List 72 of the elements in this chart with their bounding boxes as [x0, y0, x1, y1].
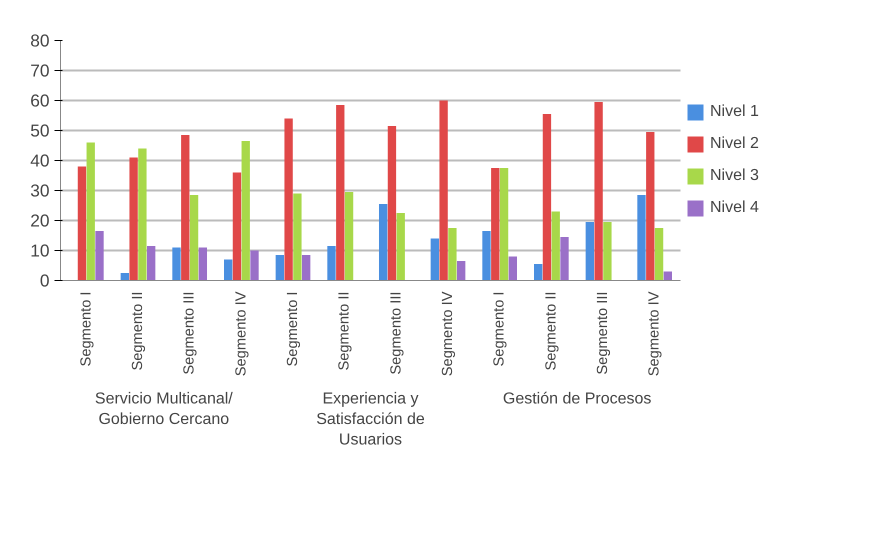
bar [396, 213, 405, 280]
x-tick-label: Segmento IV [646, 291, 663, 376]
x-tick-label: Segmento I [78, 291, 94, 366]
bar [95, 231, 104, 280]
legend-label: Nivel 3 [710, 167, 759, 185]
bar [344, 192, 354, 280]
bar [224, 260, 232, 280]
bar [198, 248, 208, 280]
x-tick-label: Segmento IV [440, 291, 456, 376]
bar [190, 195, 198, 280]
y-tick-label: 0 [40, 270, 50, 290]
y-tick-label: 70 [30, 60, 50, 80]
bar [552, 212, 560, 280]
y-tick-label: 10 [30, 240, 50, 260]
bar [603, 222, 612, 280]
x-tick-label: Segmento II [130, 291, 146, 371]
bar [86, 142, 95, 280]
x-tick-label: Segmento I [285, 291, 301, 366]
bar [457, 261, 466, 280]
text: Experiencia y Satisfacción de Usuarios [316, 390, 425, 448]
legend-label: Nivel 4 [710, 199, 759, 217]
text: Gestión de Procesos [502, 390, 652, 408]
x-tick-label: Segmento IV [233, 291, 250, 376]
bar [664, 272, 672, 280]
y-tick-label: 30 [30, 180, 50, 200]
bar [542, 114, 552, 280]
y-tick-label: 20 [30, 210, 50, 230]
x-tick-label: Segmento II [336, 291, 353, 371]
bar [508, 256, 518, 280]
bar [129, 158, 138, 280]
bar [284, 118, 293, 280]
y-tick-label: 50 [30, 120, 50, 140]
bar [439, 100, 448, 280]
bar [172, 248, 181, 280]
legend-label: Nivel 2 [710, 135, 759, 153]
bar [120, 273, 129, 280]
bar [138, 148, 147, 280]
bar [594, 102, 603, 280]
bar [534, 264, 542, 280]
bar [482, 231, 491, 280]
x-tick-label: Segmento III [182, 291, 198, 375]
bar [181, 135, 190, 280]
bar [491, 168, 500, 280]
bar [388, 126, 396, 280]
bar [250, 250, 259, 280]
bar [378, 204, 388, 280]
x-tick-label: Segmento II [543, 291, 560, 371]
y-tick-label: 40 [30, 150, 50, 170]
x-tick-label: Segmento III [595, 291, 611, 375]
x-tick-label: Segmento III [388, 291, 404, 375]
bar [654, 228, 664, 280]
x-tick-label: Segmento I [492, 291, 508, 366]
legend-label: Nivel 1 [710, 103, 759, 121]
bar [232, 172, 242, 280]
bar [336, 105, 344, 280]
bar [147, 246, 156, 280]
y-tick-label: 80 [30, 30, 50, 50]
y-tick-label: 60 [30, 90, 50, 110]
bar [430, 238, 439, 280]
bar [327, 246, 336, 280]
bar [276, 255, 284, 280]
bar [293, 194, 302, 280]
bar [78, 166, 86, 280]
text: Servicio Multicanal/ Gobierno Cercano [94, 390, 234, 428]
bar [646, 132, 654, 280]
bar [302, 255, 310, 280]
bar [500, 168, 508, 280]
bar [448, 228, 457, 280]
bar [586, 222, 594, 280]
bar [560, 237, 569, 280]
bar [637, 195, 646, 280]
bar [242, 141, 250, 280]
